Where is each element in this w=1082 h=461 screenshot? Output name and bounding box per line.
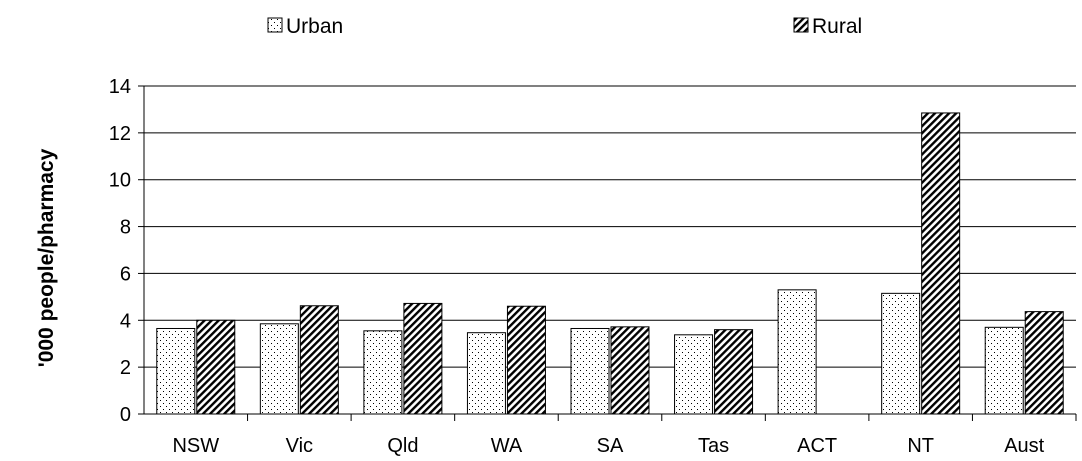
x-tick-label: Qld bbox=[387, 435, 418, 457]
bar-urban-aust bbox=[984, 326, 1024, 415]
bar-rural-qld bbox=[403, 302, 443, 415]
gridlines bbox=[144, 85, 1076, 368]
y-tick-label: 0 bbox=[120, 404, 131, 426]
x-tick-label: NSW bbox=[172, 435, 219, 457]
y-tick-label: 2 bbox=[120, 357, 131, 379]
x-tick-label: SA bbox=[597, 435, 624, 457]
x-tick-label: Tas bbox=[698, 435, 729, 457]
y-axis-label: '000 people/pharmacy bbox=[35, 148, 58, 367]
y-tick-label: 6 bbox=[120, 263, 131, 285]
bar-rural-nt bbox=[921, 112, 961, 415]
x-tick-label: ACT bbox=[797, 435, 837, 457]
bar-rural-vic bbox=[299, 305, 339, 415]
bar-rural-wa bbox=[506, 305, 546, 415]
axes bbox=[143, 86, 1077, 421]
bar-urban-vic bbox=[259, 323, 299, 415]
x-axis-labels: NSW Vic Qld WA SA Tas ACT NT Aust bbox=[172, 435, 1044, 457]
bar-urban-nt bbox=[881, 292, 921, 415]
y-tick-label: 14 bbox=[109, 76, 131, 98]
legend-swatch-urban bbox=[267, 17, 283, 33]
bar-rural-sa bbox=[610, 326, 650, 415]
legend-swatch-rural bbox=[793, 17, 809, 33]
legend-label-rural: Rural bbox=[812, 15, 862, 38]
legend-item-urban: Urban bbox=[267, 15, 343, 38]
legend: Urban Rural bbox=[267, 15, 862, 38]
bar-urban-act bbox=[777, 289, 817, 415]
x-tick-label: WA bbox=[491, 435, 523, 457]
bar-rural-nsw bbox=[196, 319, 236, 415]
bar-urban-tas bbox=[674, 334, 714, 415]
bar-urban-sa bbox=[570, 327, 610, 415]
bar-urban-nsw bbox=[156, 327, 196, 415]
y-tick-label: 8 bbox=[120, 217, 131, 239]
y-tick-label: 12 bbox=[109, 123, 131, 145]
x-tick-label: NT bbox=[907, 435, 934, 457]
bar-urban-qld bbox=[363, 330, 403, 415]
y-axis-ticks: 0 2 4 6 8 10 12 14 bbox=[109, 76, 144, 426]
y-tick-label: 4 bbox=[120, 310, 131, 332]
bars bbox=[156, 112, 1064, 415]
y-tick-label: 10 bbox=[109, 170, 131, 192]
x-tick-label: Aust bbox=[1004, 435, 1044, 457]
legend-item-rural: Rural bbox=[793, 15, 862, 38]
bar-rural-tas bbox=[714, 329, 754, 415]
legend-label-urban: Urban bbox=[286, 15, 343, 38]
bar-rural-aust bbox=[1024, 311, 1064, 415]
x-tick-label: Vic bbox=[286, 435, 313, 457]
bar-urban-wa bbox=[466, 332, 506, 415]
